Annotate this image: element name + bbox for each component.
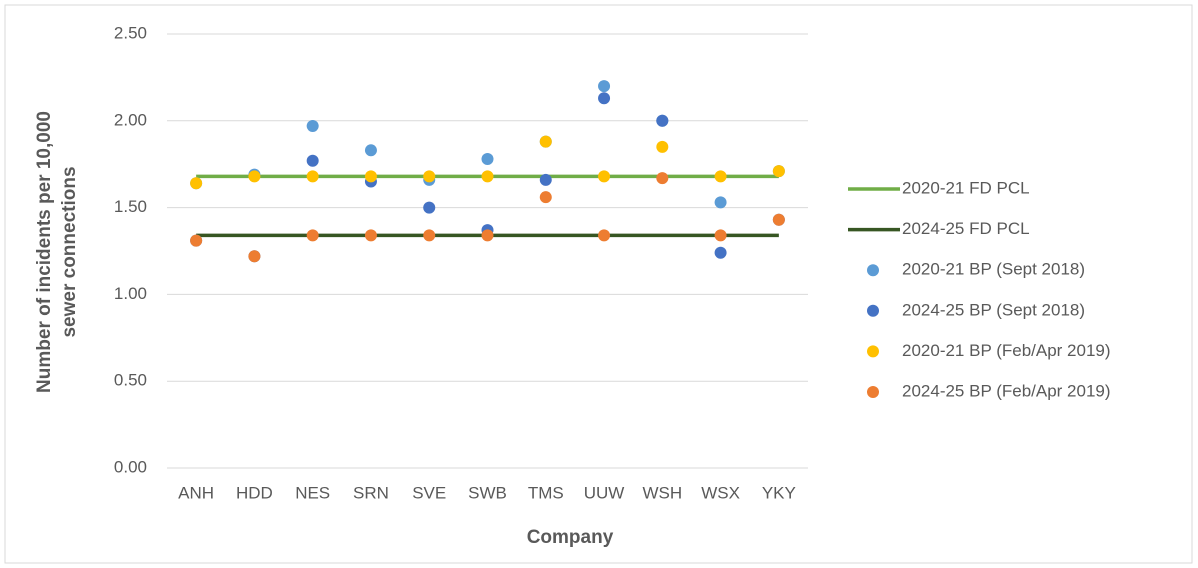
point	[481, 229, 494, 242]
chart-frame	[4, 4, 1193, 564]
point	[190, 234, 203, 247]
legend-swatch	[867, 264, 879, 277]
point	[598, 92, 611, 105]
x-tick-label: UUW	[584, 483, 625, 502]
point	[423, 201, 436, 214]
y-tick-label: 0.00	[114, 457, 147, 476]
x-tick-label: HDD	[236, 483, 273, 502]
point	[190, 177, 203, 190]
point	[306, 120, 319, 133]
point	[306, 154, 319, 167]
point	[306, 229, 319, 242]
legend-swatch	[867, 386, 879, 398]
x-tick-label: TMS	[528, 483, 564, 502]
x-axis-label: Company	[527, 527, 614, 548]
point	[423, 170, 436, 183]
y-tick-label: 1.00	[114, 284, 147, 303]
legend-label: 2020-21 FD PCL	[902, 178, 1030, 197]
point	[656, 114, 669, 127]
x-tick-label: SRN	[353, 483, 389, 502]
x-tick-label: WSH	[642, 483, 682, 502]
point	[539, 173, 552, 186]
x-tick-label: WSX	[701, 483, 740, 502]
point	[598, 80, 611, 93]
point	[423, 229, 436, 242]
legend-label: 2024-25 FD PCL	[902, 219, 1030, 238]
point	[364, 144, 377, 157]
point	[714, 170, 727, 183]
legend-label: 2020-21 BP (Sept 2018)	[902, 260, 1085, 279]
point	[656, 140, 669, 153]
y-tick-label: 0.50	[114, 371, 147, 390]
x-tick-label: ANH	[178, 483, 214, 502]
point	[598, 170, 611, 183]
point	[714, 229, 727, 242]
point	[539, 135, 552, 148]
point	[598, 229, 611, 242]
x-tick-label: SVE	[412, 483, 446, 502]
point	[656, 172, 669, 185]
point	[714, 246, 727, 259]
x-tick-label: NES	[295, 483, 330, 502]
point	[481, 152, 494, 165]
point	[248, 170, 261, 183]
y-tick-label: 2.00	[114, 110, 147, 129]
point	[248, 250, 261, 263]
point	[364, 229, 377, 242]
legend-label: 2024-25 BP (Feb/Apr 2019)	[902, 381, 1111, 400]
x-tick-label: SWB	[468, 483, 507, 502]
point	[539, 191, 552, 204]
y-tick-label: 2.50	[114, 23, 147, 42]
y-axis-label: sewer connections	[59, 166, 80, 337]
point	[772, 213, 785, 226]
point	[772, 165, 785, 178]
y-tick-label: 1.50	[114, 197, 147, 216]
legend-label: 2020-21 BP (Feb/Apr 2019)	[902, 341, 1111, 360]
point	[306, 170, 319, 183]
legend-swatch	[867, 345, 879, 358]
legend-label: 2024-25 BP (Sept 2018)	[902, 300, 1085, 319]
point	[481, 170, 494, 183]
point	[364, 170, 377, 183]
y-axis-label: Number of incidents per 10,000	[34, 111, 55, 393]
x-tick-label: YKY	[762, 483, 796, 502]
point	[714, 196, 727, 209]
legend-swatch	[867, 304, 879, 317]
